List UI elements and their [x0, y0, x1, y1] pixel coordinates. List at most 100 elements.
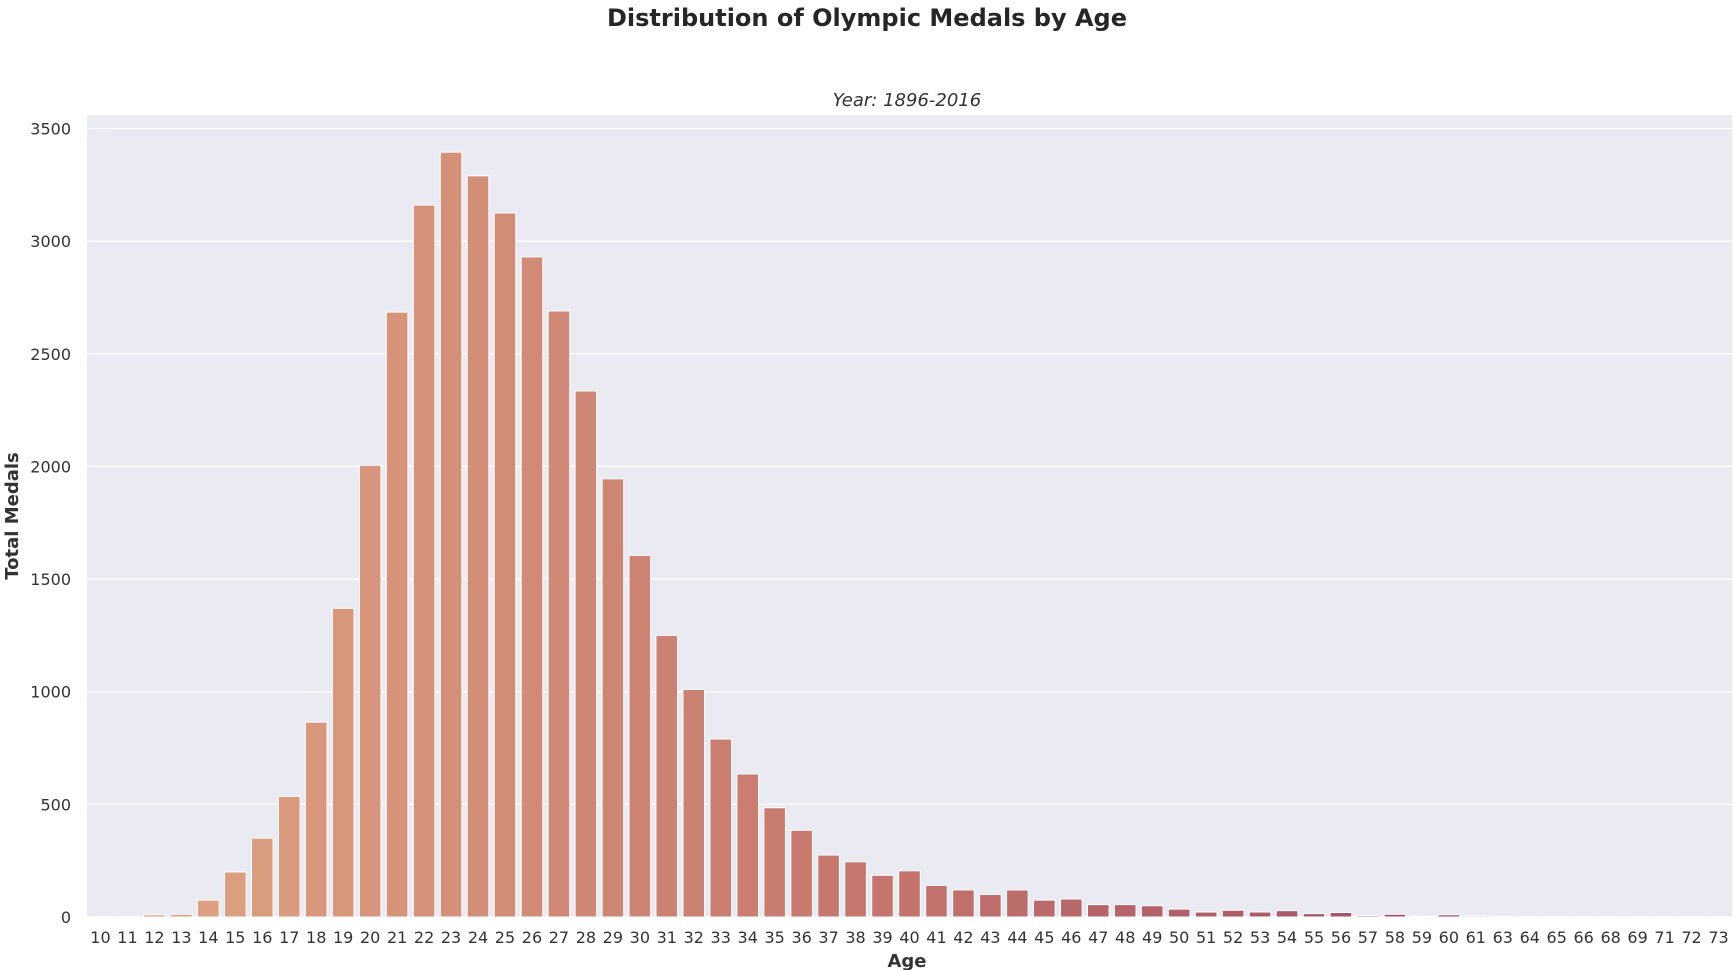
bar-age-59 — [1410, 915, 1434, 918]
bar-age-27 — [547, 310, 571, 918]
bar-age-55 — [1302, 913, 1326, 918]
x-tick-label: 12 — [144, 928, 164, 947]
y-tick-label: 1500 — [30, 570, 71, 589]
x-tick-label: 34 — [738, 928, 758, 947]
x-tick-label: 55 — [1304, 928, 1324, 947]
x-tick-label: 58 — [1385, 928, 1405, 947]
bars — [89, 151, 1730, 918]
y-tick-label: 0 — [61, 908, 71, 927]
y-tick-label: 2000 — [30, 457, 71, 476]
x-tick-label: 38 — [845, 928, 865, 947]
bar-age-49 — [1140, 905, 1164, 918]
x-tick-label: 39 — [872, 928, 892, 947]
bar-age-36 — [790, 829, 813, 918]
x-tick-label: 18 — [306, 928, 326, 947]
bar-age-21 — [385, 311, 409, 918]
x-tick-label: 61 — [1466, 928, 1486, 947]
x-tick-label: 52 — [1223, 928, 1243, 947]
bar-age-41 — [925, 884, 948, 918]
x-tick-label: 64 — [1520, 928, 1540, 947]
x-tick-label: 37 — [818, 928, 838, 947]
x-tick-label: 72 — [1681, 928, 1701, 947]
y-tick-label: 3500 — [30, 120, 71, 139]
x-tick-label: 57 — [1358, 928, 1378, 947]
bar-age-40 — [898, 870, 921, 918]
x-tick-label: 14 — [198, 928, 218, 947]
x-tick-label: 36 — [791, 928, 811, 947]
x-tick-label: 23 — [441, 928, 461, 947]
bar-age-31 — [655, 634, 679, 918]
bar-age-51 — [1194, 911, 1218, 918]
y-tick-label: 3000 — [30, 232, 71, 251]
bar-age-32 — [682, 688, 706, 918]
bar-age-60 — [1437, 914, 1461, 918]
y-tick-label: 500 — [40, 795, 71, 814]
x-tick-label: 20 — [360, 928, 380, 947]
x-tick-label: 11 — [117, 928, 137, 947]
x-tick-label: 73 — [1708, 928, 1728, 947]
x-tick-label: 28 — [576, 928, 596, 947]
bar-age-20 — [358, 464, 382, 918]
bar-age-30 — [628, 554, 652, 918]
bar-age-18 — [304, 721, 328, 918]
bar-age-14 — [197, 899, 220, 918]
bar-age-42 — [952, 889, 975, 918]
bar-age-34 — [736, 773, 759, 918]
x-tick-label: 32 — [684, 928, 704, 947]
bar-age-56 — [1329, 911, 1353, 918]
bar-age-24 — [466, 175, 490, 918]
x-tick-label: 46 — [1061, 928, 1081, 947]
bar-age-23 — [439, 151, 463, 918]
x-tick-labels: 10 11 12 13 14 15 16 17 18 19 20 21 22 23 24 25 26 27 28 29… — [90, 928, 1728, 947]
x-tick-label: 29 — [603, 928, 623, 947]
bar-age-46 — [1060, 898, 1083, 918]
bar-age-19 — [331, 607, 355, 918]
bar-age-22 — [412, 204, 436, 918]
bar-age-33 — [709, 738, 733, 918]
bar-age-63 — [1491, 915, 1515, 918]
x-tick-label: 59 — [1412, 928, 1432, 947]
subtitle: Year: 1896-2016 — [833, 90, 981, 111]
x-tick-label: 26 — [522, 928, 542, 947]
bar-age-61 — [1464, 915, 1488, 918]
bar-age-58 — [1383, 913, 1407, 918]
x-tick-label: 47 — [1088, 928, 1108, 947]
x-tick-label: 16 — [252, 928, 272, 947]
x-tick-label: 54 — [1277, 928, 1297, 947]
x-tick-label: 27 — [549, 928, 569, 947]
bar-age-37 — [817, 854, 840, 918]
x-tick-label: 44 — [1007, 928, 1027, 947]
x-tick-label: 69 — [1627, 928, 1647, 947]
bar-age-52 — [1221, 909, 1245, 918]
bar-age-57 — [1356, 915, 1380, 918]
bar-age-43 — [979, 893, 1002, 918]
x-tick-label: 45 — [1034, 928, 1054, 947]
bar-age-28 — [574, 390, 598, 918]
x-tick-label: 66 — [1574, 928, 1594, 947]
x-tick-label: 49 — [1142, 928, 1162, 947]
x-tick-label: 48 — [1115, 928, 1135, 947]
x-tick-label: 33 — [711, 928, 731, 947]
y-tick-label: 1000 — [30, 683, 71, 702]
x-tick-label: 63 — [1493, 928, 1513, 947]
bar-age-54 — [1275, 910, 1299, 918]
x-tick-label: 25 — [495, 928, 515, 947]
bar-age-26 — [520, 256, 544, 918]
x-tick-label: 24 — [468, 928, 488, 947]
bar-age-50 — [1167, 908, 1191, 918]
x-tick-label: 43 — [980, 928, 1000, 947]
x-tick-label: 68 — [1600, 928, 1620, 947]
bar-age-53 — [1248, 911, 1272, 918]
bar-age-12 — [143, 914, 166, 918]
x-tick-label: 21 — [387, 928, 407, 947]
x-tick-label: 53 — [1250, 928, 1270, 947]
x-tick-label: 60 — [1439, 928, 1459, 947]
y-axis-label: Total Medals — [2, 452, 23, 579]
bar-age-25 — [493, 212, 517, 918]
x-tick-label: 31 — [657, 928, 677, 947]
bar-age-16 — [251, 837, 274, 918]
x-tick-label: 30 — [630, 928, 650, 947]
bar-age-48 — [1113, 904, 1137, 918]
bar-age-45 — [1033, 899, 1056, 918]
